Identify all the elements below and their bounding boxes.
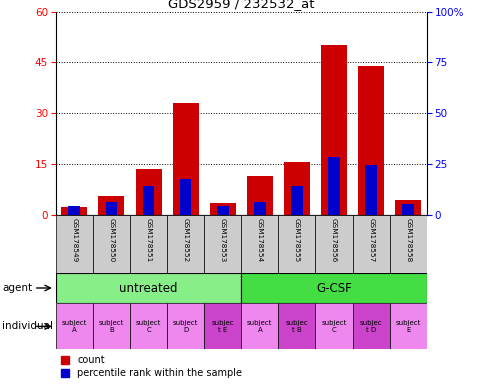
Text: GSM178553: GSM178553 — [219, 218, 225, 262]
Text: subject
C: subject C — [321, 320, 346, 333]
Text: subject
B: subject B — [99, 320, 124, 333]
Bar — [209, 203, 235, 215]
Bar — [364, 165, 376, 215]
Bar — [98, 196, 124, 215]
Text: subjec
t B: subjec t B — [285, 320, 308, 333]
Bar — [180, 179, 191, 215]
Bar — [56, 273, 241, 303]
Bar — [315, 303, 352, 349]
Text: GSM178556: GSM178556 — [331, 218, 336, 262]
Text: GSM178550: GSM178550 — [108, 218, 114, 262]
Bar — [142, 185, 154, 215]
Bar — [352, 303, 389, 349]
Bar — [241, 273, 426, 303]
Text: GSM178555: GSM178555 — [293, 218, 299, 262]
Title: GDS2959 / 232532_at: GDS2959 / 232532_at — [167, 0, 314, 10]
Bar — [352, 215, 389, 273]
Text: subjec
t D: subjec t D — [359, 320, 382, 333]
Bar — [166, 303, 204, 349]
Bar — [166, 215, 204, 273]
Legend: count, percentile rank within the sample: count, percentile rank within the sample — [60, 355, 242, 378]
Text: agent: agent — [2, 283, 32, 293]
Bar — [172, 103, 198, 215]
Bar — [106, 202, 117, 215]
Bar — [320, 45, 347, 215]
Text: untreated: untreated — [119, 281, 178, 295]
Bar — [93, 303, 130, 349]
Text: subject
C: subject C — [136, 320, 161, 333]
Text: subject
A: subject A — [61, 320, 87, 333]
Text: G-CSF: G-CSF — [316, 281, 351, 295]
Text: individual: individual — [2, 321, 53, 331]
Bar — [130, 303, 166, 349]
Bar — [204, 303, 241, 349]
Bar — [61, 207, 87, 215]
Bar — [254, 202, 265, 215]
Bar — [290, 185, 302, 215]
Bar — [389, 303, 426, 349]
Bar — [283, 162, 309, 215]
Bar — [241, 303, 278, 349]
Text: GSM178549: GSM178549 — [71, 218, 77, 262]
Text: GSM178551: GSM178551 — [145, 218, 151, 262]
Bar — [204, 215, 241, 273]
Bar — [246, 176, 272, 215]
Bar — [328, 157, 339, 215]
Text: GSM178554: GSM178554 — [257, 218, 262, 262]
Bar — [402, 204, 413, 215]
Bar — [278, 303, 315, 349]
Bar — [130, 215, 166, 273]
Bar — [389, 215, 426, 273]
Bar — [315, 215, 352, 273]
Text: GSM178552: GSM178552 — [182, 218, 188, 262]
Bar — [394, 200, 421, 215]
Bar — [68, 206, 80, 215]
Text: GSM178557: GSM178557 — [367, 218, 373, 262]
Bar — [135, 169, 161, 215]
Text: subjec
t E: subjec t E — [211, 320, 234, 333]
Bar — [241, 215, 278, 273]
Bar — [56, 303, 93, 349]
Bar — [278, 215, 315, 273]
Text: subject
A: subject A — [247, 320, 272, 333]
Text: GSM178558: GSM178558 — [405, 218, 410, 262]
Bar — [357, 66, 383, 215]
Bar — [216, 206, 228, 215]
Bar — [56, 215, 93, 273]
Text: subject
E: subject E — [395, 320, 420, 333]
Text: subject
D: subject D — [173, 320, 198, 333]
Bar — [93, 215, 130, 273]
